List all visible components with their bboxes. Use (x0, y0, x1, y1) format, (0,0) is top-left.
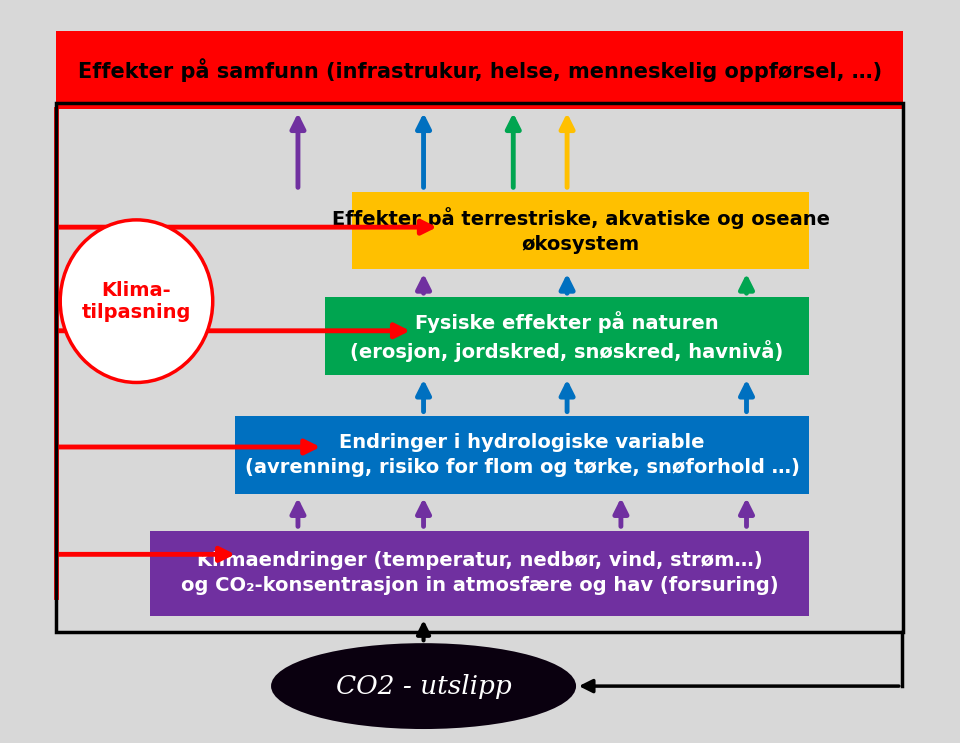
Text: Klima-
tilpasning: Klima- tilpasning (82, 281, 191, 322)
Bar (56, 31, 903, 108)
Text: Klimaendringer (temperatur, nedbør, vind, strøm…)
og CO₂-konsentrasjon in atmosf: Klimaendringer (temperatur, nedbør, vind… (180, 551, 779, 595)
Ellipse shape (271, 643, 576, 729)
Bar (150, 531, 809, 616)
Bar (56, 103, 903, 632)
Text: Effekter på terrestriske, akvatiske og oseane
økosystem: Effekter på terrestriske, akvatiske og o… (331, 207, 829, 254)
Ellipse shape (60, 220, 213, 383)
Text: Effekter på samfunn (infrastrukur, helse, menneskelig oppførsel, …): Effekter på samfunn (infrastrukur, helse… (78, 58, 881, 82)
Text: Fysiske effekter på naturen
(erosjon, jordskred, snøskred, havnivå): Fysiske effekter på naturen (erosjon, jo… (350, 311, 783, 362)
Text: Endringer i hydrologiske variable
(avrenning, risiko for flom og tørke, snøforho: Endringer i hydrologiske variable (avren… (245, 432, 800, 477)
Bar (324, 297, 809, 375)
Text: CO2 - utslipp: CO2 - utslipp (336, 674, 512, 698)
Bar (351, 192, 809, 270)
Bar (235, 416, 809, 493)
